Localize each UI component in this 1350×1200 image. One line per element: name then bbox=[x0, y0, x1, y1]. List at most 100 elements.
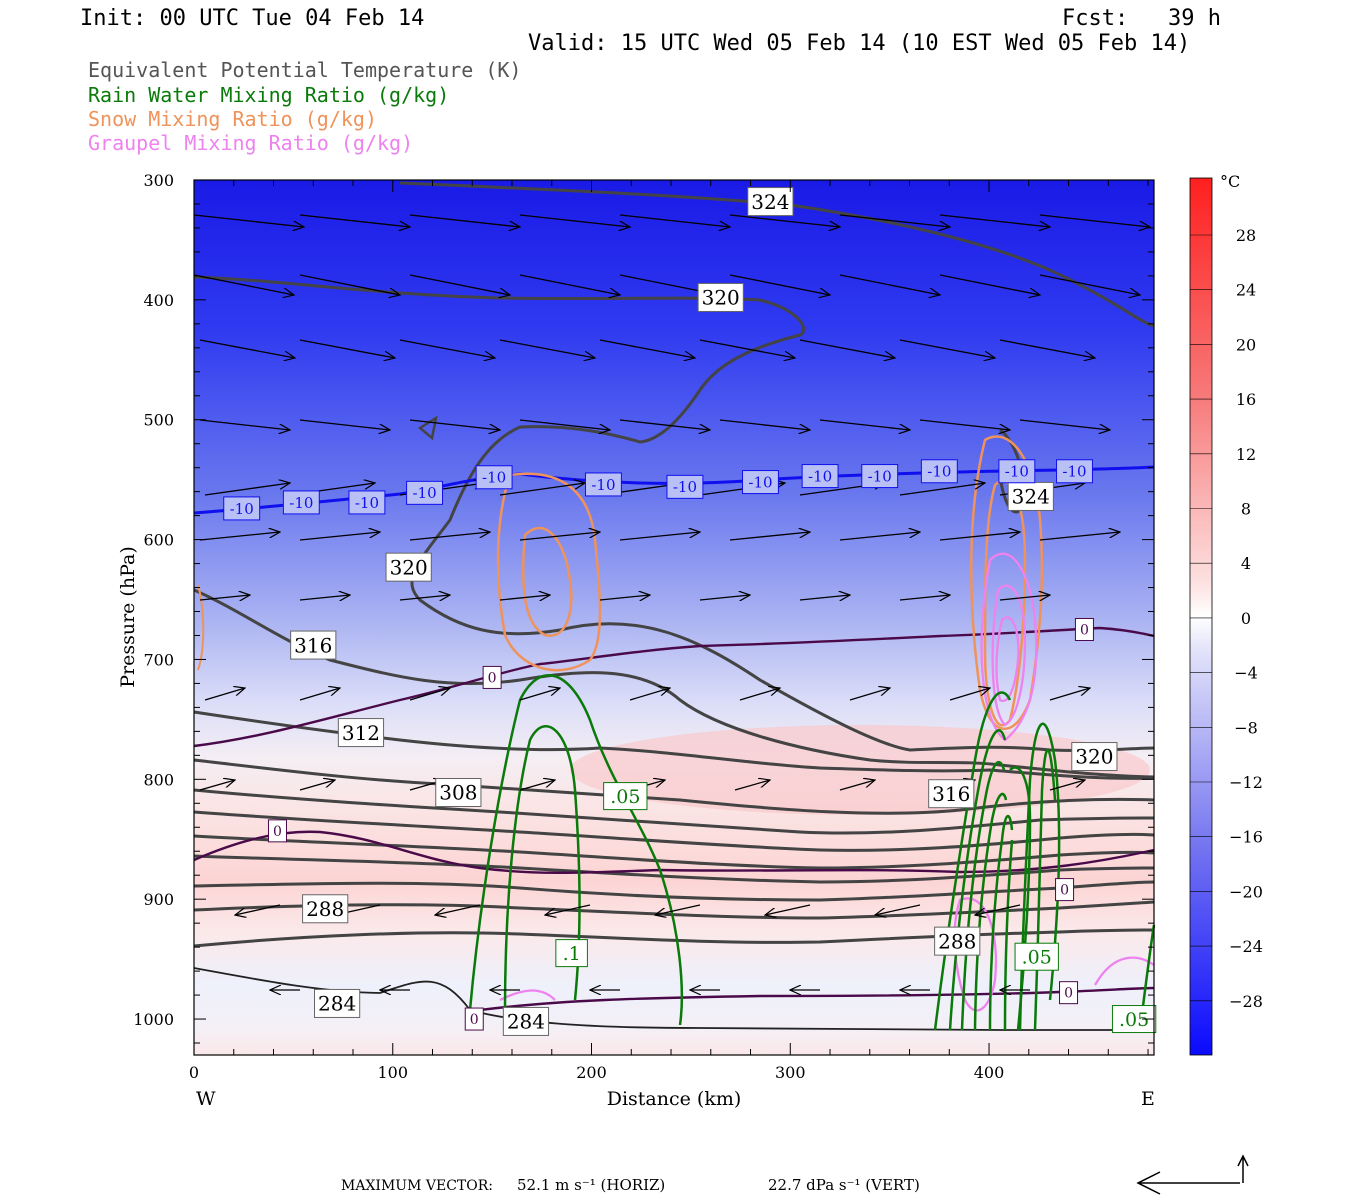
wind-vector bbox=[1039, 274, 1140, 295]
isotherm-label-box bbox=[475, 465, 513, 490]
isotherm-label: -10 bbox=[591, 476, 615, 494]
y-tick-label: 800 bbox=[143, 770, 174, 789]
isotherm-label: -10 bbox=[1062, 463, 1086, 481]
rain-label: .1 bbox=[563, 943, 581, 965]
wind-vector bbox=[699, 595, 750, 600]
wind-vector bbox=[299, 274, 400, 295]
colorbar-tick-label: 8 bbox=[1241, 500, 1251, 519]
wind-vector bbox=[299, 688, 340, 701]
rain-label-box bbox=[1111, 1005, 1157, 1034]
x-axis-label: Distance (km) bbox=[607, 1088, 742, 1110]
wind-vector bbox=[599, 595, 650, 600]
wind-vector bbox=[719, 419, 810, 430]
wind-vector bbox=[799, 595, 850, 600]
y-tick-label: 500 bbox=[143, 411, 174, 430]
wind-vector bbox=[299, 339, 395, 358]
wind-vector bbox=[519, 532, 600, 541]
rain-label-box bbox=[1014, 942, 1059, 971]
wind-vector bbox=[299, 780, 335, 791]
isotherm-zero-label: 0 bbox=[488, 670, 497, 686]
rain-label: .05 bbox=[610, 786, 640, 808]
rain-label-box bbox=[603, 782, 648, 811]
snow-contour bbox=[496, 472, 602, 672]
isotherm-label-box bbox=[861, 464, 899, 489]
wind-vector bbox=[734, 780, 770, 791]
theta-e-label-box bbox=[314, 988, 361, 1018]
wind-vector bbox=[939, 532, 1020, 541]
y-tick-label: 900 bbox=[143, 890, 174, 909]
theta-e-label-box bbox=[1007, 481, 1054, 511]
y-tick-label: 300 bbox=[143, 171, 174, 190]
legend-rain: Rain Water Mixing Ratio (g/kg) bbox=[88, 83, 450, 107]
wind-vector bbox=[1039, 532, 1120, 541]
wind-vector bbox=[199, 780, 235, 791]
wind-vector bbox=[399, 595, 450, 600]
wind-vector bbox=[699, 339, 795, 358]
y-tick-label: 400 bbox=[143, 291, 174, 310]
isotherm-label: -10 bbox=[927, 463, 951, 481]
isotherm-label: -10 bbox=[1005, 463, 1029, 481]
isotherm-label: -10 bbox=[482, 469, 506, 487]
wind-vector bbox=[899, 339, 995, 358]
wind-vector bbox=[409, 419, 500, 430]
wind-vector bbox=[1019, 419, 1110, 430]
rain-contour bbox=[503, 725, 581, 1011]
rain-contour bbox=[1003, 839, 1014, 1031]
x-left-end-label: W bbox=[196, 1088, 216, 1110]
theta-e-label: 308 bbox=[439, 781, 477, 805]
wind-vector bbox=[939, 274, 1040, 295]
wind-vector bbox=[819, 419, 910, 430]
wind-vector bbox=[435, 904, 481, 915]
wind-vector bbox=[799, 339, 895, 358]
theta-e-label: 284 bbox=[318, 992, 356, 1016]
wind-vector bbox=[729, 214, 840, 227]
wind-vector bbox=[299, 419, 390, 430]
wind-vector bbox=[975, 904, 1021, 915]
legend-graupel: Graupel Mixing Ratio (g/kg) bbox=[88, 131, 414, 155]
theta-e-label: 324 bbox=[751, 190, 789, 214]
y-axis-label: Pressure (hPa) bbox=[117, 546, 139, 688]
wind-vector bbox=[899, 483, 985, 496]
isotherm-label-box bbox=[1056, 459, 1093, 484]
y-tick-label: 1000 bbox=[133, 1010, 174, 1029]
wind-vector bbox=[299, 595, 350, 600]
theta-e-contour bbox=[193, 758, 1155, 815]
isotherm-label-box bbox=[666, 474, 704, 499]
isotherm-zero-label-box bbox=[482, 665, 502, 689]
isotherm-label-box bbox=[406, 480, 444, 505]
wind-vector bbox=[999, 339, 1095, 358]
wind-vector bbox=[519, 419, 610, 430]
footer-label: MAXIMUM VECTOR: bbox=[341, 1178, 493, 1194]
footer-horiz: 52.1 m s⁻¹ (HORIZ) bbox=[517, 1176, 666, 1194]
wind-vector bbox=[599, 339, 695, 358]
wind-vector bbox=[729, 274, 830, 295]
wind-vector bbox=[899, 595, 950, 600]
colorbar-tick-label: −8 bbox=[1234, 718, 1258, 737]
wind-vector bbox=[629, 688, 670, 701]
wind-vectors bbox=[193, 214, 1150, 990]
valid-time: Valid: 15 UTC Wed 05 Feb 14 (10 EST Wed … bbox=[528, 31, 1191, 56]
isotherm-zero-label-box bbox=[1055, 878, 1075, 902]
colorbar-tick-label: −28 bbox=[1229, 992, 1263, 1011]
isotherm-label: -10 bbox=[748, 473, 772, 491]
snow-contour bbox=[197, 584, 205, 671]
wind-vector bbox=[199, 532, 280, 541]
theta-e-label: 320 bbox=[390, 555, 428, 579]
isotherm-zero-label: 0 bbox=[1080, 623, 1089, 639]
wind-vector bbox=[519, 780, 555, 791]
wind-vector bbox=[519, 274, 620, 295]
isotherm-zero-label-box bbox=[267, 819, 287, 843]
wind-vector bbox=[235, 904, 281, 915]
wind-vector bbox=[839, 532, 920, 541]
theta-e-contour bbox=[399, 181, 1155, 328]
isotherm-label-box bbox=[742, 470, 779, 495]
y-tick-label: 700 bbox=[143, 650, 174, 669]
colorbar-tick-label: 4 bbox=[1241, 554, 1251, 573]
wind-vector bbox=[199, 595, 250, 600]
wind-vector bbox=[193, 214, 304, 227]
isotherm bbox=[479, 986, 1155, 1012]
colorbar-tick-label: 20 bbox=[1236, 335, 1256, 354]
wind-vector bbox=[655, 904, 701, 915]
x-tick-label: 300 bbox=[775, 1063, 806, 1082]
